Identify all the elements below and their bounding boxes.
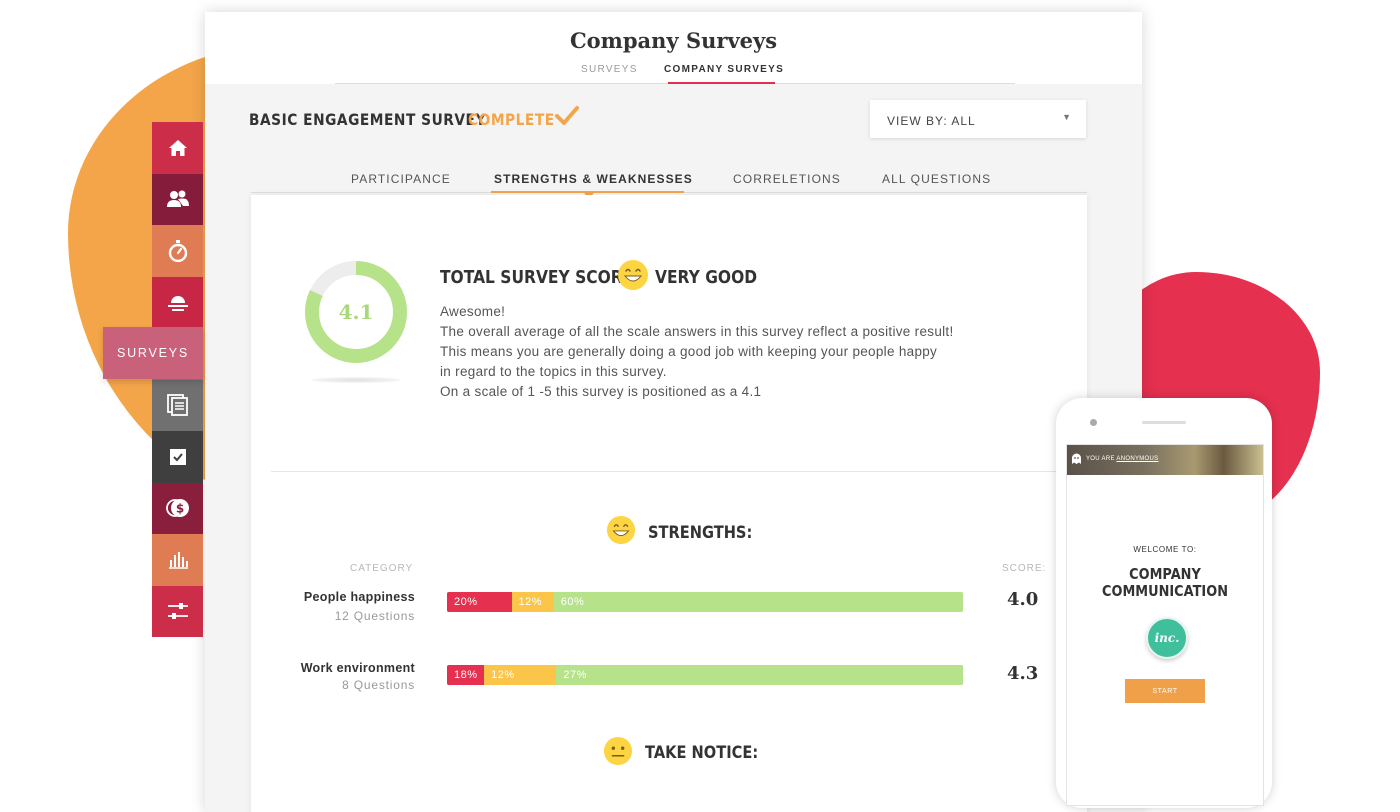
take-notice-heading: TAKE NOTICE: <box>645 743 759 763</box>
score-column-header: SCORE: <box>1002 563 1047 574</box>
caret-down-icon: ▼ <box>1062 112 1072 122</box>
sidebar-item-home[interactable] <box>152 122 203 174</box>
bar-segment-neutral: 12% <box>511 592 554 612</box>
row-category: People happiness <box>303 590 415 604</box>
description-line: On a scale of 1 -5 this survey is positi… <box>440 384 762 399</box>
row-score: 4.0 <box>1007 589 1039 610</box>
bar-segment-negative: 18% <box>447 665 485 685</box>
row-score: 4.3 <box>1007 663 1039 684</box>
score-donut: 4.1 <box>305 261 407 363</box>
neutral-face-icon <box>603 736 633 766</box>
sidebar-item-compensation[interactable]: $ <box>152 482 203 534</box>
home-icon <box>168 139 187 156</box>
anonymous-banner: YOU ARE ANONYMOUS <box>1067 445 1263 475</box>
welcome-text: WELCOME TO: <box>1133 545 1197 554</box>
tab-correletions[interactable]: CORRELETIONS <box>733 172 841 186</box>
results-card: 4.1 TOTAL SURVEY SCORE: VERY GOOD Awesom… <box>251 195 1087 812</box>
sunrise-icon <box>167 296 188 312</box>
bar-chart-icon <box>168 551 188 569</box>
bar-segment-positive: 27% <box>556 665 963 685</box>
distribution-bar: 18% 12% 27% <box>447 665 963 685</box>
top-header: Company Surveys SURVEYS COMPANY SURVEYS <box>205 12 1142 84</box>
sidebar-nav: $ <box>152 122 203 637</box>
sidebar-item-settings[interactable] <box>152 585 203 637</box>
tab-company-surveys[interactable]: COMPANY SURVEYS <box>664 64 785 75</box>
view-by-value: VIEW BY: ALL <box>887 114 976 128</box>
checkmark-icon <box>555 106 579 125</box>
phone-camera <box>1090 419 1097 426</box>
category-column-header: CATEGORY <box>350 563 414 574</box>
row-category: Work environment <box>300 661 415 675</box>
score-rating: VERY GOOD <box>655 267 758 288</box>
phone-screen: YOU ARE ANONYMOUS WELCOME TO: COMPANY CO… <box>1066 444 1264 806</box>
tab-participance[interactable]: PARTICIPANCE <box>351 172 451 186</box>
active-subtab-underline <box>491 191 684 193</box>
bar-segment-neutral: 12% <box>484 665 557 685</box>
bar-segment-positive: 60% <box>553 592 963 612</box>
sidebar-item-sunrise[interactable] <box>152 276 203 328</box>
row-question-count: 12 Questions <box>334 609 415 623</box>
sidebar-item-documents[interactable] <box>152 379 203 431</box>
app-window: Company Surveys SURVEYS COMPANY SURVEYS … <box>205 12 1142 812</box>
tab-surveys[interactable]: SURVEYS <box>581 64 638 75</box>
sidebar-item-analytics[interactable] <box>152 534 203 586</box>
section-divider <box>271 471 1067 472</box>
sidebar-item-stopwatch[interactable] <box>152 225 203 277</box>
description-line: The overall average of all the scale ans… <box>440 324 954 339</box>
sidebar-item-tasks[interactable] <box>152 431 203 483</box>
row-question-count: 8 Questions <box>342 678 415 692</box>
checkbox-icon <box>169 448 186 465</box>
donut-shadow <box>311 377 401 383</box>
start-button[interactable]: START <box>1125 679 1205 703</box>
distribution-bar: 20% 12% 60% <box>447 592 963 612</box>
phone-speaker <box>1142 421 1186 424</box>
anonymous-text: YOU ARE ANONYMOUS <box>1086 456 1158 462</box>
description-line: in regard to the topics in this survey. <box>440 364 667 379</box>
grinning-face-icon <box>618 260 648 290</box>
sidebar-item-people[interactable] <box>152 173 203 225</box>
company-name-line: COMMUNICATION <box>1102 582 1228 600</box>
phone-mockup: YOU ARE ANONYMOUS WELCOME TO: COMPANY CO… <box>1056 398 1272 808</box>
stopwatch-icon <box>168 239 187 262</box>
company-name: COMPANY COMMUNICATION <box>1081 566 1250 600</box>
document-icon <box>166 394 188 417</box>
strengths-heading: STRENGTHS: <box>648 523 753 543</box>
ghost-icon <box>1072 453 1081 464</box>
score-description: Awesome! The overall average of all the … <box>440 302 954 402</box>
sidebar-active-label[interactable]: SURVEYS <box>103 327 203 379</box>
company-name-line: COMPANY <box>1129 565 1201 583</box>
sliders-icon <box>167 603 188 620</box>
grinning-face-icon <box>606 515 636 545</box>
svg-text:$: $ <box>175 502 183 516</box>
tab-all-questions[interactable]: ALL QUESTIONS <box>882 172 992 186</box>
survey-title: BASIC ENGAGEMENT SURVEY <box>249 110 486 129</box>
anonymous-link[interactable]: ANONYMOUS <box>1116 456 1159 462</box>
people-icon <box>166 190 189 208</box>
coins-icon: $ <box>165 499 189 518</box>
active-tab-underline <box>668 82 775 84</box>
company-logo: inc. <box>1146 617 1188 659</box>
anonymous-prefix: YOU ARE <box>1086 456 1117 462</box>
score-value: 4.1 <box>339 300 374 324</box>
description-line: Awesome! <box>440 304 506 319</box>
view-by-dropdown[interactable]: VIEW BY: ALL ▼ <box>870 100 1086 138</box>
bar-segment-negative: 20% <box>447 592 512 612</box>
survey-status: COMPLETE <box>468 110 555 129</box>
tab-strengths-weaknesses[interactable]: STRENGTHS & WEAKNESSES <box>494 172 693 186</box>
description-line: This means you are generally doing a goo… <box>440 344 938 359</box>
score-heading: TOTAL SURVEY SCORE: <box>440 267 640 288</box>
app-title: Company Surveys <box>569 28 778 53</box>
